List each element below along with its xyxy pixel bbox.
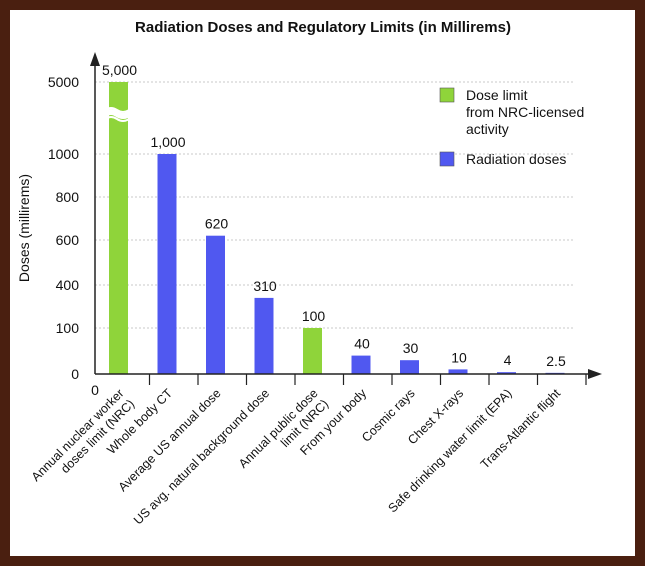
axis-break-edge — [104, 107, 130, 113]
bar-value-label: 40 — [354, 336, 370, 352]
legend-swatch — [439, 151, 455, 167]
y-tick-label: 5000 — [48, 74, 79, 90]
bar-value-label: 310 — [253, 278, 277, 294]
bar-value-label: 1,000 — [150, 134, 185, 150]
x-origin-label: 0 — [91, 382, 99, 398]
y-axis-title: Doses (millirems) — [16, 174, 32, 282]
legend: Dose limit from NRC-licensed activity Radia… — [439, 87, 584, 167]
y-tick-label: 100 — [56, 320, 80, 336]
x-category-label-line: Annual nuclear worker — [29, 386, 127, 484]
legend-label: Dose limit from NRC-licensed activity — [466, 87, 584, 137]
bar-value-label: 4 — [504, 352, 512, 368]
bar-value-label: 30 — [403, 340, 419, 356]
y-tick-label: 1000 — [48, 146, 79, 162]
bar-value-label: 10 — [451, 349, 467, 365]
y-tick-label: 0 — [71, 366, 79, 382]
bar — [400, 360, 419, 374]
x-category-label-line: Trans-Atlantic flight — [478, 386, 564, 472]
y-tick-label: 800 — [56, 189, 80, 205]
y-tick-label: 600 — [56, 232, 80, 248]
axes — [90, 52, 602, 385]
axis-break — [103, 109, 143, 119]
legend-label-line: Radiation doses — [466, 151, 566, 167]
bar — [351, 355, 371, 374]
bar — [448, 369, 468, 374]
bar — [206, 235, 225, 374]
x-category-label: Trans-Atlantic flight — [478, 386, 564, 472]
y-axis-arrow — [90, 52, 100, 66]
axis-break-edge — [104, 116, 130, 122]
legend-label: Radiation doses — [466, 151, 566, 167]
bar — [497, 372, 516, 374]
bar — [157, 154, 177, 374]
bar-value-label: 2.5 — [546, 353, 566, 369]
chart-title: Radiation Doses and Regulatory Limits (i… — [135, 19, 511, 36]
bar — [254, 297, 274, 374]
bar-value-label: 100 — [302, 308, 326, 324]
legend-label-line: from NRC-licensed — [466, 104, 584, 120]
bar — [109, 82, 128, 374]
legend-label-line: Dose limit — [466, 87, 528, 103]
bar-value-label: 5,000 — [102, 62, 137, 78]
legend-swatch — [439, 87, 455, 103]
bar — [303, 328, 322, 374]
bar-value-label: 620 — [205, 216, 229, 232]
x-axis-arrow — [588, 369, 602, 379]
y-tick-label: 400 — [56, 277, 80, 293]
legend-label-line: activity — [466, 121, 509, 137]
